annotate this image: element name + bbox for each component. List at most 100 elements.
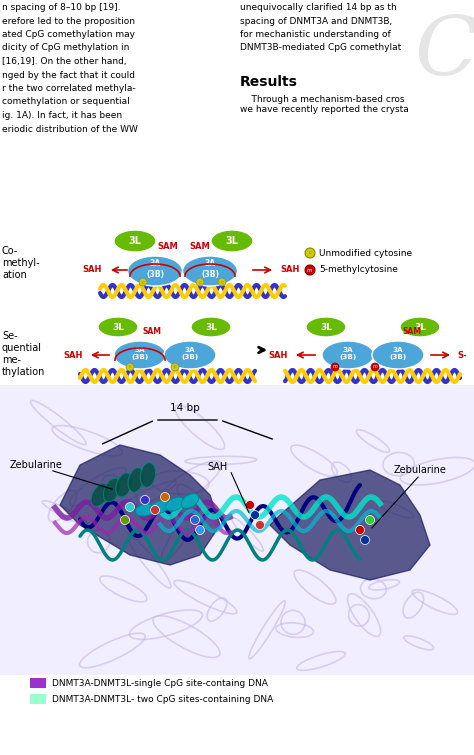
Ellipse shape: [91, 483, 109, 507]
Text: 3L: 3L: [205, 322, 217, 331]
Text: 3L: 3L: [414, 322, 426, 331]
Circle shape: [196, 278, 204, 286]
Text: ated CpG comethylation may: ated CpG comethylation may: [2, 30, 135, 39]
Ellipse shape: [140, 463, 155, 488]
Text: c: c: [220, 279, 224, 285]
Circle shape: [171, 363, 179, 371]
Text: DNMT3B-mediated CpG comethylat: DNMT3B-mediated CpG comethylat: [240, 44, 401, 53]
Polygon shape: [60, 445, 220, 565]
Ellipse shape: [400, 317, 440, 337]
Text: m: m: [333, 365, 337, 369]
Text: thylation: thylation: [2, 367, 46, 377]
Ellipse shape: [164, 341, 216, 369]
Text: Through a mechanism-based cros
we have recently reported the crysta: Through a mechanism-based cros we have r…: [240, 94, 409, 114]
Ellipse shape: [165, 497, 184, 511]
Text: spacing of DNMT3A and DNMT3B,: spacing of DNMT3A and DNMT3B,: [240, 17, 392, 26]
Circle shape: [255, 520, 264, 529]
Ellipse shape: [191, 317, 231, 337]
Circle shape: [139, 278, 147, 286]
Text: [16,19]. On the other hand,: [16,19]. On the other hand,: [2, 57, 127, 66]
Text: Zebularine: Zebularine: [10, 460, 63, 470]
Text: 3A
(3B): 3A (3B): [201, 259, 219, 279]
Text: for mechanistic understanding of: for mechanistic understanding of: [240, 30, 391, 39]
Text: Unmodified cytosine: Unmodified cytosine: [319, 248, 412, 257]
Text: SAH: SAH: [269, 350, 288, 359]
Circle shape: [151, 506, 159, 514]
Text: DNMT3A-DNMT3L-single CpG site-containg DNA: DNMT3A-DNMT3L-single CpG site-containg D…: [52, 679, 268, 688]
Text: SAH: SAH: [208, 462, 228, 472]
Text: c: c: [309, 251, 311, 255]
Text: DNMT3A-DNMT3L- two CpG sites-containing DNA: DNMT3A-DNMT3L- two CpG sites-containing …: [52, 695, 273, 704]
Text: dicity of CpG methylation in: dicity of CpG methylation in: [2, 44, 129, 53]
Text: me-: me-: [2, 355, 21, 365]
Ellipse shape: [181, 494, 199, 508]
Ellipse shape: [182, 256, 237, 286]
Text: quential: quential: [2, 343, 42, 353]
Circle shape: [331, 363, 339, 371]
Ellipse shape: [128, 468, 144, 492]
Text: C: C: [415, 12, 474, 92]
Ellipse shape: [372, 341, 424, 369]
Text: SAH: SAH: [82, 266, 102, 275]
Text: 3A
(3B): 3A (3B): [339, 347, 356, 360]
Ellipse shape: [128, 256, 182, 286]
Ellipse shape: [150, 501, 170, 513]
Text: SAH: SAH: [280, 266, 300, 275]
Text: SAM: SAM: [190, 242, 210, 251]
Text: Zebularine: Zebularine: [393, 465, 447, 475]
Text: r the two correlated methyla-: r the two correlated methyla-: [2, 84, 136, 93]
Circle shape: [361, 535, 370, 544]
Text: 3A
(3B): 3A (3B): [131, 347, 149, 360]
Circle shape: [218, 278, 226, 286]
Text: c: c: [142, 279, 145, 285]
Circle shape: [161, 492, 170, 501]
Text: 3A
(3B): 3A (3B): [182, 347, 199, 360]
Circle shape: [246, 501, 255, 510]
Text: S-: S-: [457, 350, 466, 359]
Text: 3L: 3L: [128, 236, 142, 246]
FancyBboxPatch shape: [30, 678, 46, 688]
Text: m: m: [307, 267, 313, 273]
Text: SAM: SAM: [402, 327, 421, 336]
Ellipse shape: [116, 473, 132, 497]
FancyBboxPatch shape: [0, 385, 474, 675]
Text: nged by the fact that it could: nged by the fact that it could: [2, 70, 135, 79]
Text: n spacing of 8–10 bp [19].: n spacing of 8–10 bp [19].: [2, 3, 120, 12]
Polygon shape: [270, 470, 430, 580]
Text: SAM: SAM: [158, 242, 178, 251]
Circle shape: [371, 363, 379, 371]
Text: m: m: [373, 365, 377, 369]
Circle shape: [365, 516, 374, 525]
Text: c: c: [173, 365, 176, 369]
Circle shape: [191, 516, 200, 525]
Ellipse shape: [135, 504, 155, 516]
Circle shape: [126, 363, 134, 371]
Ellipse shape: [98, 317, 138, 337]
Text: methyl-: methyl-: [2, 258, 40, 268]
Text: ation: ation: [2, 270, 27, 280]
Circle shape: [305, 248, 315, 258]
Text: comethylation or sequential: comethylation or sequential: [2, 97, 130, 106]
Text: erefore led to the proposition: erefore led to the proposition: [2, 17, 135, 26]
Text: SAM: SAM: [143, 327, 162, 336]
Text: Co-: Co-: [2, 246, 18, 256]
Text: 3L: 3L: [112, 322, 124, 331]
Circle shape: [126, 503, 135, 511]
Text: c: c: [199, 279, 201, 285]
Circle shape: [250, 510, 259, 519]
Text: eriodic distribution of the WW: eriodic distribution of the WW: [2, 125, 138, 134]
Ellipse shape: [211, 230, 253, 252]
Text: Results: Results: [240, 75, 298, 88]
Ellipse shape: [103, 478, 120, 502]
Text: 3A
(3B): 3A (3B): [389, 347, 407, 360]
Ellipse shape: [306, 317, 346, 337]
Text: unequivocally clarified 14 bp as th: unequivocally clarified 14 bp as th: [240, 3, 397, 12]
Ellipse shape: [322, 341, 374, 369]
Text: 3L: 3L: [226, 236, 238, 246]
Text: 5-methylcytosine: 5-methylcytosine: [319, 266, 398, 275]
Circle shape: [140, 495, 149, 504]
Text: Se-: Se-: [2, 331, 18, 341]
Ellipse shape: [114, 341, 166, 369]
Circle shape: [356, 525, 365, 535]
FancyBboxPatch shape: [30, 694, 46, 704]
